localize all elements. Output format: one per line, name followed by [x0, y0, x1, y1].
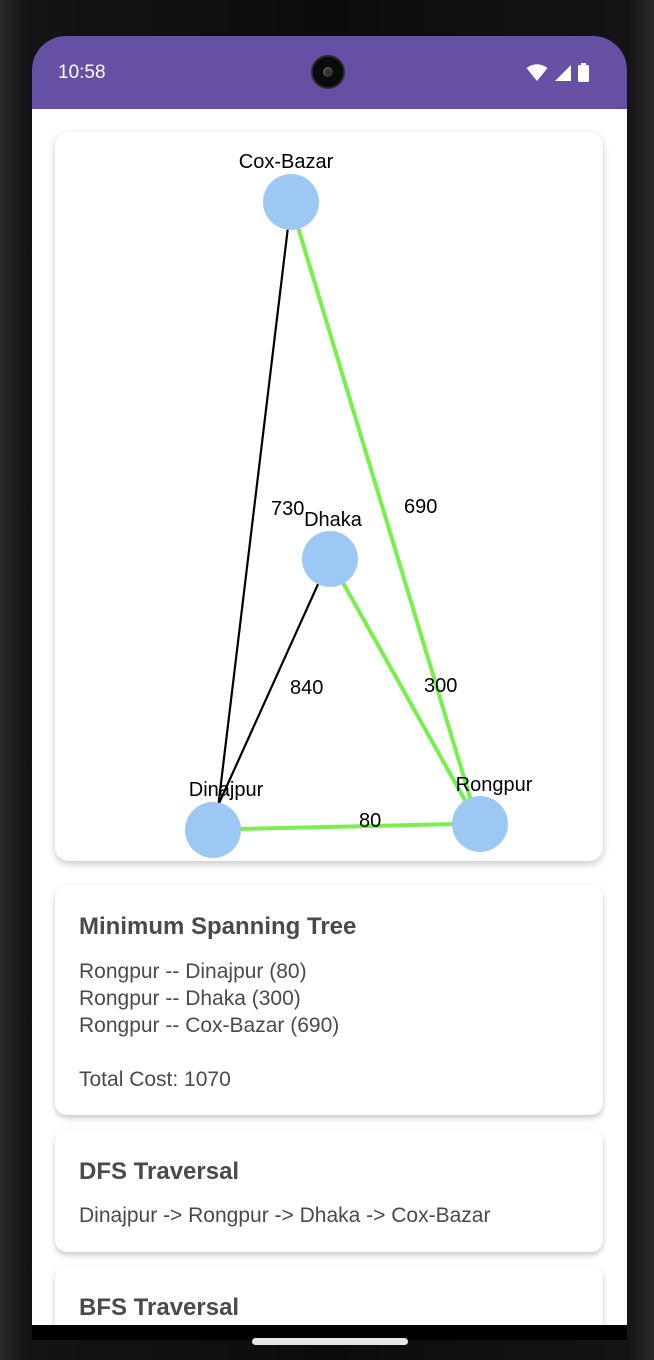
- node-cox-bazar[interactable]: [263, 174, 319, 230]
- edge-dinajpur-rongpur: [239, 822, 458, 831]
- cellular-signal-icon: [555, 64, 571, 81]
- node-label-dinajpur: Dinajpur: [189, 779, 264, 801]
- dfs-result: Dinajpur -> Rongpur -> Dhaka -> Cox-Baza…: [79, 1202, 490, 1229]
- mst-total-cost: Total Cost: 1070: [79, 1068, 231, 1091]
- edge-dinajpur-cox-bazar: [216, 226, 290, 809]
- status-time: 10:58: [58, 62, 106, 83]
- edge-weight-label: 690: [404, 496, 437, 518]
- bfs-card: BFS Traversal: [55, 1266, 603, 1325]
- node-label-dhaka: Dhaka: [304, 509, 363, 531]
- edge-dhaka-rongpur: [340, 580, 468, 803]
- node-dinajpur[interactable]: [185, 802, 241, 858]
- bfs-title: BFS Traversal: [79, 1294, 240, 1321]
- graph-card: 730 690 840 300 80 Cox-Bazar Dhaka Dinajpur Rong…: [55, 132, 603, 861]
- front-camera: [311, 55, 345, 89]
- main-content[interactable]: 730 690 840 300 80 Cox-Bazar Dhaka Dinajpur Rong…: [32, 109, 627, 1325]
- edge-weight-label: 80: [359, 810, 381, 832]
- edge-weight-label: 730: [271, 498, 304, 520]
- mst-title: Minimum Spanning Tree: [79, 913, 357, 940]
- node-label-cox-bazar: Cox-Bazar: [239, 151, 334, 173]
- status-icons: [526, 63, 589, 82]
- mst-lines: Rongpur -- Dinajpur (80) Rongpur -- Dhak…: [79, 958, 339, 1093]
- mst-line: Rongpur -- Cox-Bazar (690): [79, 1014, 340, 1037]
- wifi-icon: [526, 63, 548, 81]
- dfs-sequence: Dinajpur -> Rongpur -> Dhaka -> Cox-Baza…: [79, 1204, 491, 1227]
- mst-line: Rongpur -- Dhaka (300): [79, 987, 301, 1010]
- node-label-rongpur: Rongpur: [456, 774, 533, 796]
- edge-weight-label: 300: [424, 675, 457, 697]
- graph-canvas: 730 690 840 300 80 Cox-Bazar Dhaka Dinajpur Rong…: [185, 151, 533, 858]
- edge-weight-label: 840: [290, 677, 323, 699]
- node-rongpur[interactable]: [452, 796, 508, 852]
- mst-card: Minimum Spanning Tree Rongpur -- Dinajpu…: [55, 885, 603, 1115]
- dfs-title: DFS Traversal: [79, 1158, 240, 1185]
- home-gesture-handle[interactable]: [252, 1338, 408, 1345]
- node-dhaka[interactable]: [302, 531, 358, 587]
- edge-rongpur-cox-bazar: [295, 223, 474, 805]
- status-bar: 10:58: [32, 36, 627, 109]
- mst-line: Rongpur -- Dinajpur (80): [79, 960, 307, 983]
- dfs-card: DFS Traversal Dinajpur -> Rongpur -> Dha…: [55, 1130, 603, 1252]
- edge-dinajpur-dhaka: [214, 581, 321, 811]
- navigation-bar: [32, 1325, 627, 1340]
- battery-icon: [578, 63, 589, 82]
- phone-screen: 10:58 730 690 840 300 80 Cox-Bazar Dhaka Dinajp…: [32, 36, 627, 1340]
